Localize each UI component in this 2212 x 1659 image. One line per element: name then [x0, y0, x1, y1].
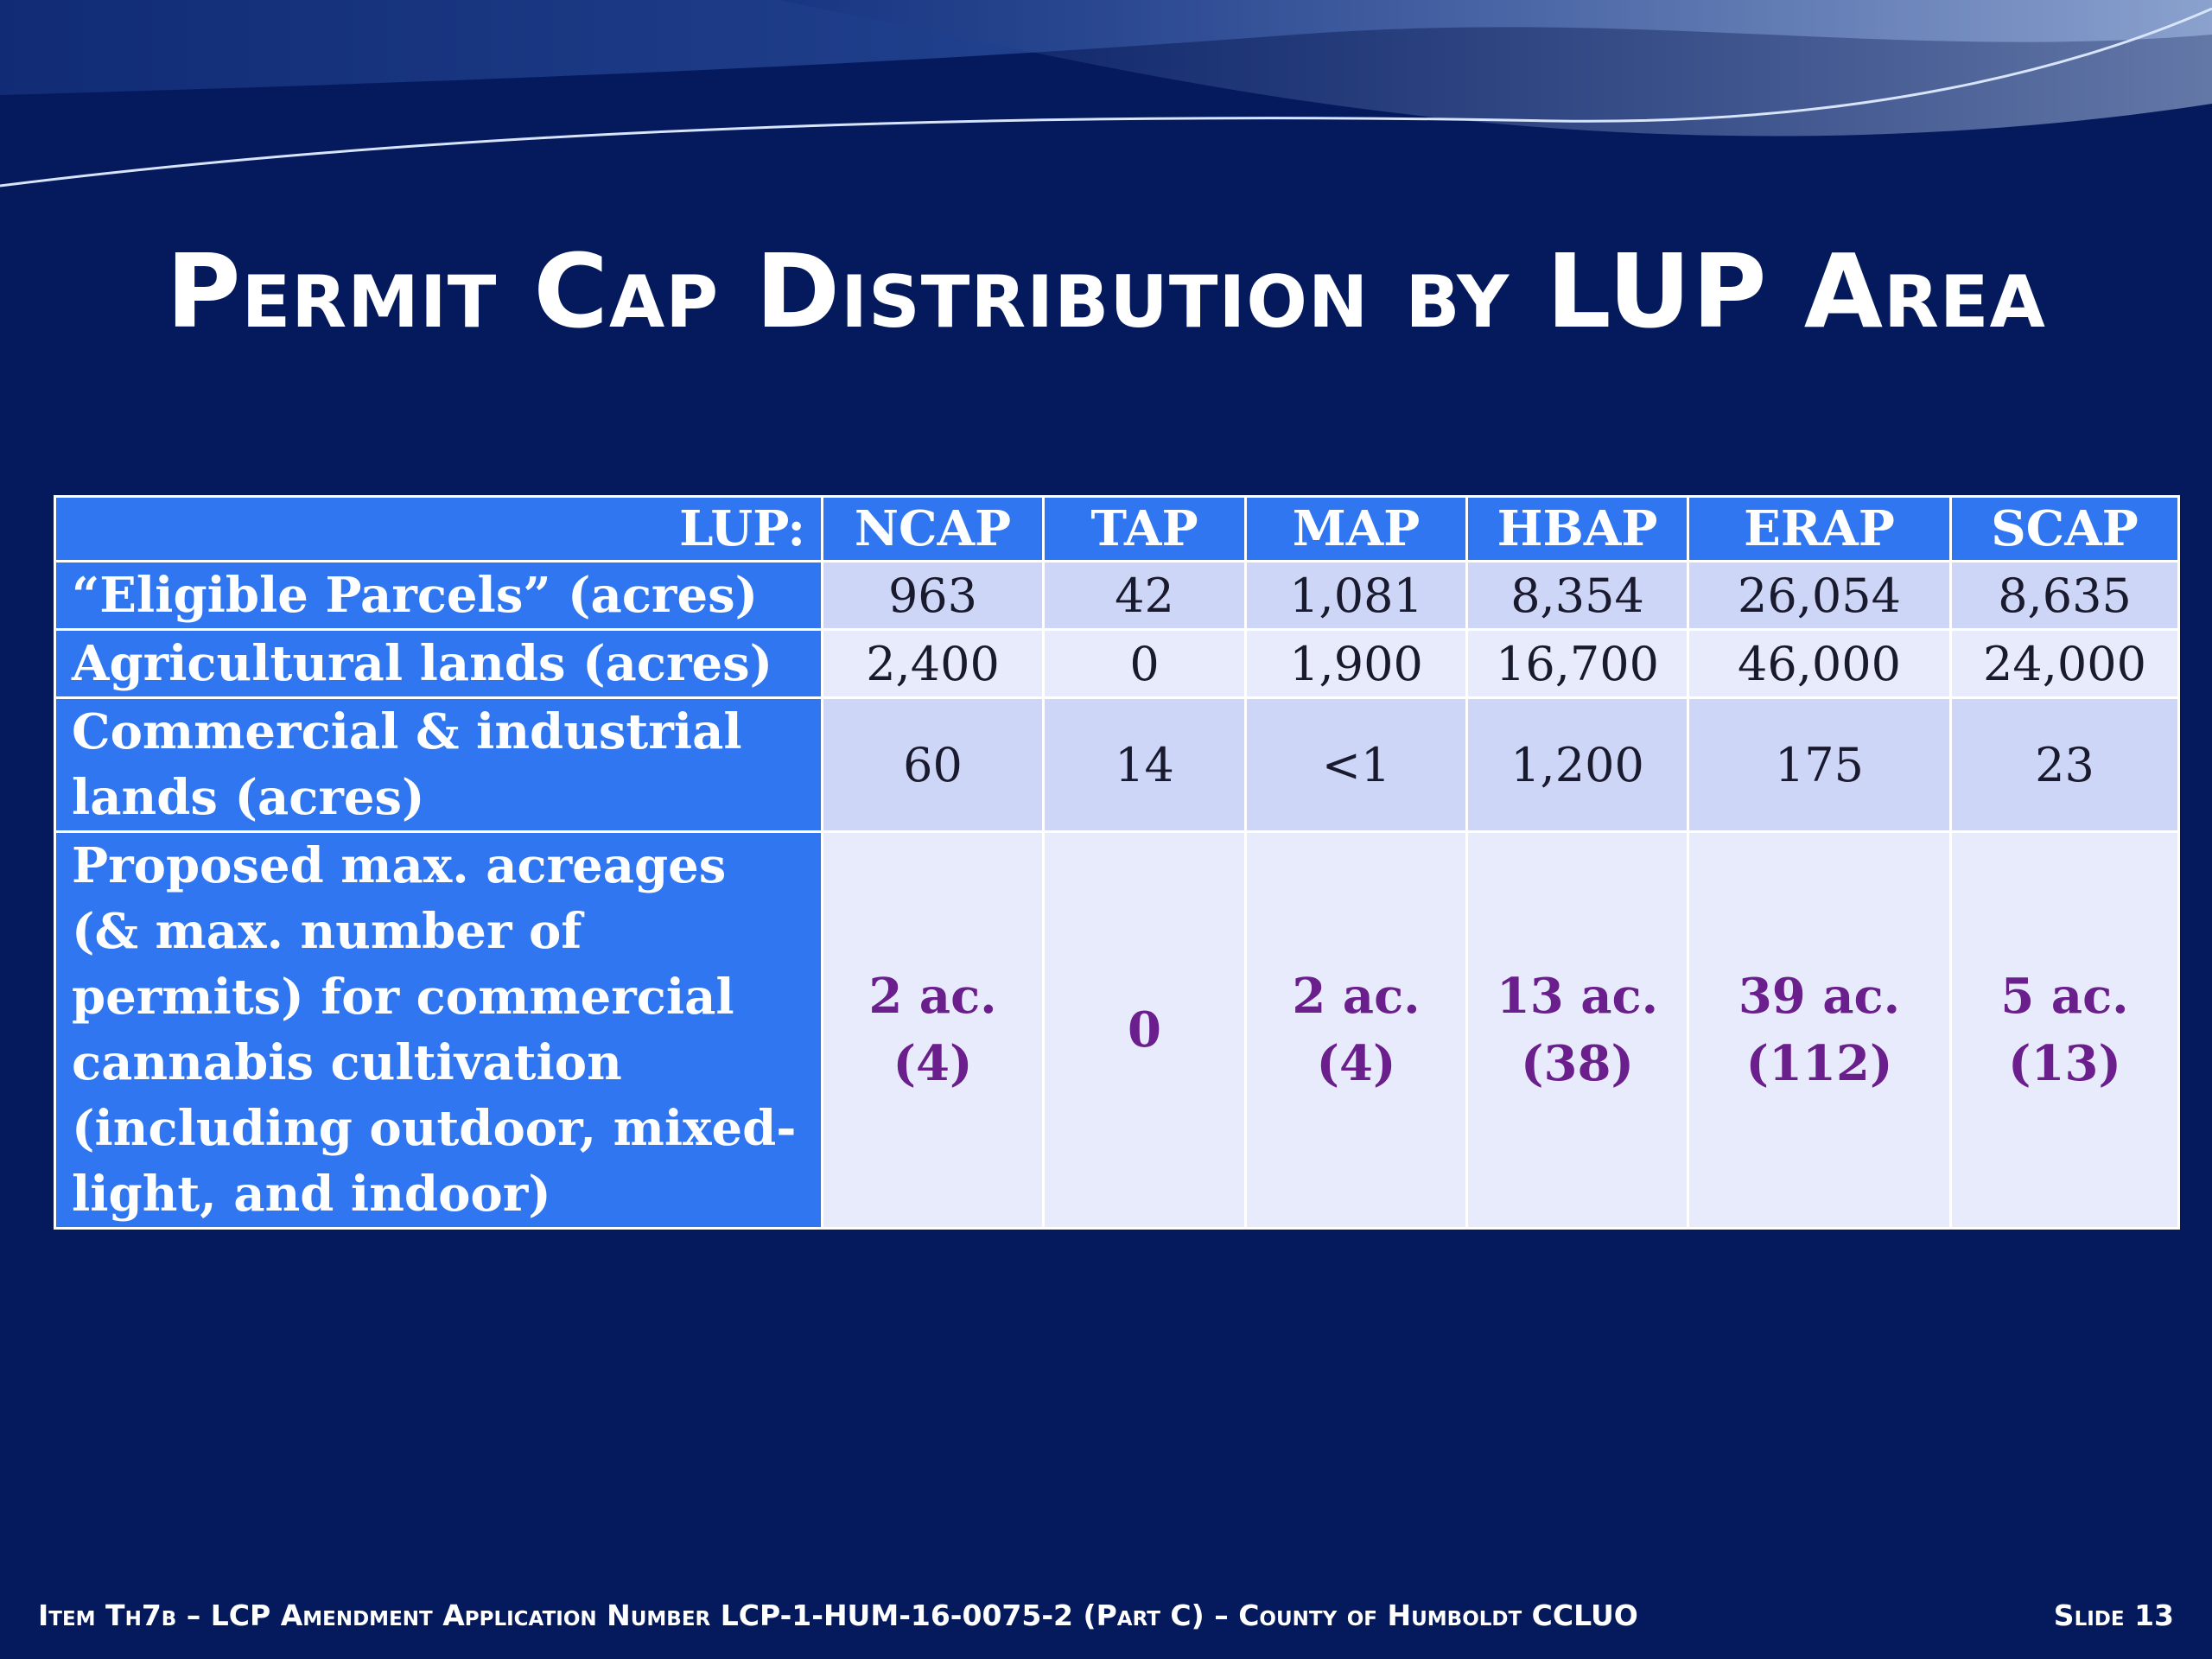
- table-cell: 5 ac. (13): [1949, 830, 2180, 1230]
- table-cell: 2 ac. (4): [821, 830, 1045, 1230]
- table-header-row: LUP: NCAP TAP MAP HBAP ERAP SCAP: [54, 495, 2180, 563]
- table-cell: 0: [1042, 628, 1247, 699]
- table-cell: 13 ac. (38): [1465, 830, 1689, 1230]
- table-row: Agricultural lands (acres) 2,400 0 1,900…: [54, 628, 2180, 699]
- table-cell: 1,200: [1465, 696, 1689, 833]
- table-cell: 963: [821, 560, 1045, 631]
- row-label: Commercial & industrial lands (acres): [54, 696, 823, 833]
- table-row: Commercial & industrial lands (acres) 60…: [54, 696, 2180, 833]
- table-row: Proposed max. acreages (& max. number of…: [54, 830, 2180, 1230]
- column-header: TAP: [1042, 495, 1247, 563]
- table-cell: 23: [1949, 696, 2180, 833]
- table-cell: 1,900: [1244, 628, 1468, 699]
- column-header: SCAP: [1949, 495, 2180, 563]
- permit-cap-table: LUP: NCAP TAP MAP HBAP ERAP SCAP “Eligib…: [54, 495, 2180, 1230]
- table-cell: <1: [1244, 696, 1468, 833]
- table-row: “Eligible Parcels” (acres) 963 42 1,081 …: [54, 560, 2180, 631]
- column-header: MAP: [1244, 495, 1468, 563]
- table-cell: 0: [1042, 830, 1247, 1230]
- header-wave-decoration: [0, 0, 2212, 188]
- table-cell: 14: [1042, 696, 1247, 833]
- row-label: Agricultural lands (acres): [54, 628, 823, 699]
- slide-footer: Item Th7b – LCP Amendment Application Nu…: [38, 1599, 1638, 1632]
- table-cell: 39 ac. (112): [1687, 830, 1952, 1230]
- row-label: “Eligible Parcels” (acres): [54, 560, 823, 631]
- table-cell: 2,400: [821, 628, 1045, 699]
- table-cell: 2 ac. (4): [1244, 830, 1468, 1230]
- row-label: Proposed max. acreages (& max. number of…: [54, 830, 823, 1230]
- table-cell: 8,354: [1465, 560, 1689, 631]
- table-cell: 26,054: [1687, 560, 1952, 631]
- table-cell: 46,000: [1687, 628, 1952, 699]
- table-cell: 8,635: [1949, 560, 2180, 631]
- table-cell: 60: [821, 696, 1045, 833]
- table-cell: 42: [1042, 560, 1247, 631]
- table-cell: 175: [1687, 696, 1952, 833]
- table-cell: 16,700: [1465, 628, 1689, 699]
- slide-title: Permit Cap Distribution by LUP Area: [166, 232, 2046, 351]
- slide-number: Slide 13: [2053, 1599, 2174, 1632]
- column-header: HBAP: [1465, 495, 1689, 563]
- lup-corner-label: LUP:: [54, 495, 823, 563]
- table-cell: 1,081: [1244, 560, 1468, 631]
- column-header: NCAP: [821, 495, 1045, 563]
- column-header: ERAP: [1687, 495, 1952, 563]
- table-cell: 24,000: [1949, 628, 2180, 699]
